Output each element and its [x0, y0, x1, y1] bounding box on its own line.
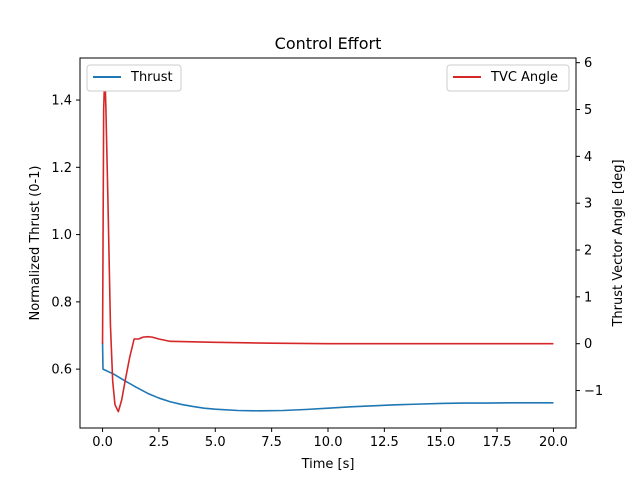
y-right-tick-label: 3 [584, 197, 592, 212]
y-axis-right-label: Thrust Vector Angle [deg] [611, 159, 626, 327]
series-line-tvc-angle [101, 71, 554, 413]
y-right-tick-label: 6 [584, 56, 592, 71]
x-axis-label: Time [s] [301, 457, 355, 472]
y-axis-label: Normalized Thrust (0-1) [28, 166, 43, 321]
y-tick-label: 1.2 [51, 161, 72, 176]
x-axis: 0.0 2.5 5.0 7.5 10.0 12.5 15.0 17.5 20.0 [92, 428, 568, 450]
chart-title: Control Effort [275, 34, 382, 53]
legend-thrust-box [86, 64, 182, 92]
legend-tvc-angle: TVC Angle [446, 64, 570, 92]
y-right-tick-label: 5 [584, 103, 592, 118]
x-tick-label: 0.0 [92, 435, 113, 450]
legend-tvc-angle-box [446, 64, 570, 92]
y-axis-right: −1 0 1 2 3 4 5 6 [576, 56, 603, 399]
y-right-tick-label: 2 [584, 244, 592, 259]
legend-thrust-label: Thrust [130, 70, 173, 85]
plot-area [101, 71, 554, 413]
y-right-tick-label: 1 [584, 290, 592, 305]
x-tick-label: 17.5 [483, 435, 512, 450]
legend-thrust: Thrust [86, 64, 182, 92]
y-tick-label: 0.8 [51, 295, 72, 310]
x-tick-label: 5.0 [205, 435, 226, 450]
x-tick-label: 2.5 [149, 435, 170, 450]
y-right-tick-label: 4 [584, 150, 592, 165]
y-right-tick-label: −1 [584, 384, 603, 399]
y-axis-left: 0.6 0.8 1.0 1.2 1.4 [51, 94, 80, 378]
y-tick-label: 1.0 [51, 228, 72, 243]
y-right-tick-label: 0 [584, 337, 592, 352]
y-tick-label: 0.6 [51, 363, 72, 378]
series-line-thrust [101, 342, 554, 412]
y-tick-label: 1.4 [51, 94, 72, 109]
legend-tvc-angle-label: TVC Angle [490, 70, 558, 85]
x-tick-label: 12.5 [370, 435, 399, 450]
x-tick-label: 7.5 [261, 435, 282, 450]
x-tick-label: 10.0 [314, 435, 343, 450]
x-tick-label: 20.0 [539, 435, 568, 450]
x-tick-label: 15.0 [426, 435, 455, 450]
